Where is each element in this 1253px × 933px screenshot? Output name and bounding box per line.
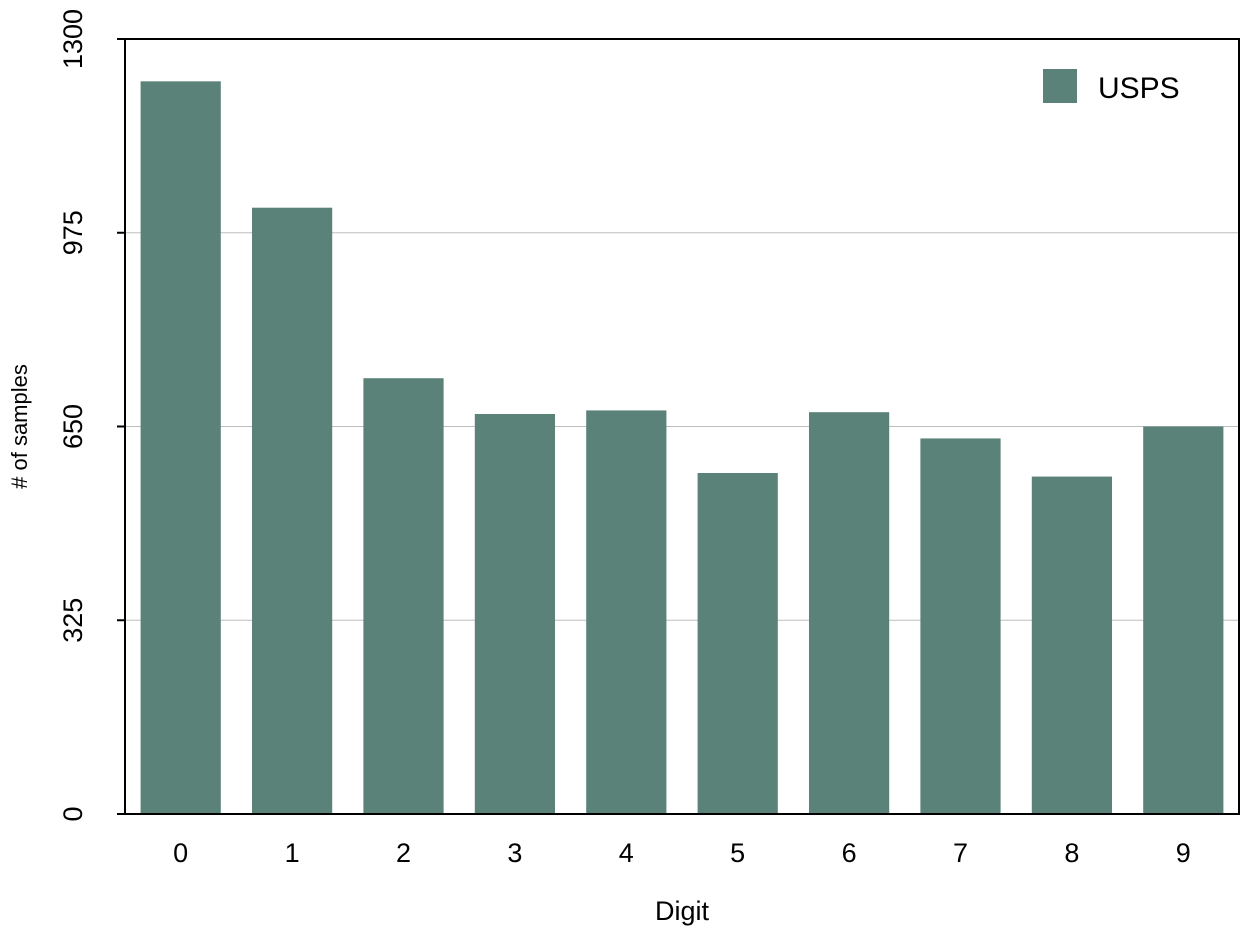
x-tick-label-5: 5 [730,838,745,868]
bar-digit-9 [1143,426,1224,814]
y-tick-label-1300: 1300 [58,9,88,69]
x-tick-label-8: 8 [1064,838,1079,868]
bar-digit-0 [140,81,221,815]
bar-digit-8 [1031,476,1113,814]
y-tick-label-325: 325 [58,598,88,643]
x-tick-label-0: 0 [173,838,188,868]
y-tick-label-0: 0 [58,806,88,821]
y-tick-label-650: 650 [58,404,88,449]
x-tick-label-3: 3 [507,838,522,868]
legend-label-usps: USPS [1098,72,1180,105]
legend: USPS [1043,69,1180,105]
x-tick-label-1: 1 [285,838,300,868]
y-tick-label-975: 975 [58,210,88,255]
bar-digit-2 [363,378,444,814]
x-axis-title: Digit [655,896,710,926]
x-tick-label-7: 7 [953,838,968,868]
bars [140,81,1224,815]
x-tick-label-2: 2 [396,838,411,868]
x-tick-label-6: 6 [842,838,857,868]
legend-swatch-usps [1043,69,1077,103]
y-axis-title: # of samples [7,364,32,489]
bar-digit-4 [586,410,667,814]
bar-digit-3 [474,413,556,814]
bar-digit-1 [251,207,333,814]
bar-digit-6 [808,412,890,814]
x-ticks: 0 1 2 3 4 5 6 7 8 9 [173,838,1191,868]
bar-digit-5 [697,473,778,814]
bar-digit-7 [920,438,1001,814]
x-tick-label-9: 9 [1176,838,1191,868]
x-tick-label-4: 4 [619,838,634,868]
y-ticks: 0 325 650 975 1300 [58,9,125,822]
